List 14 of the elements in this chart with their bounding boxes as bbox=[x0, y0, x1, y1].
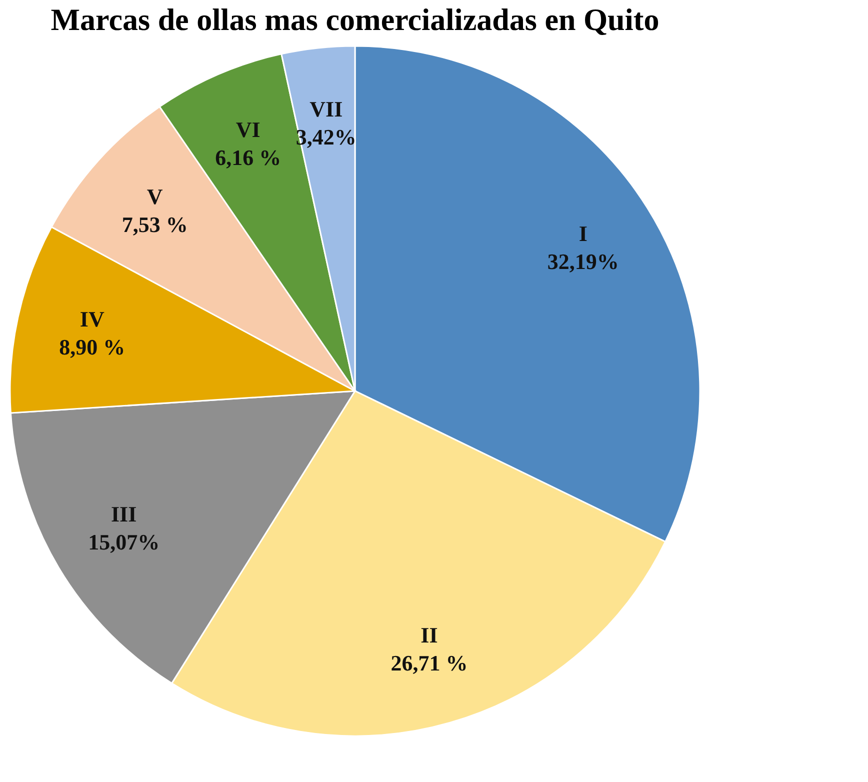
slice-label: V bbox=[146, 184, 163, 210]
slice-label: VI bbox=[236, 117, 260, 142]
data-label: 26,71 % bbox=[390, 650, 468, 676]
data-label: 15,07% bbox=[88, 530, 160, 555]
slice-label: II bbox=[420, 622, 438, 648]
data-label: 8,90 % bbox=[59, 334, 126, 360]
chart-title: Marcas de ollas mas comercializadas en Quito bbox=[50, 2, 660, 37]
slice-label: VII bbox=[310, 96, 343, 122]
slice-label: IV bbox=[80, 306, 104, 332]
data-label: 6,16 % bbox=[215, 145, 282, 170]
slice-label: III bbox=[110, 502, 137, 527]
slice-label: I bbox=[578, 221, 588, 246]
data-label: 32,19% bbox=[547, 249, 619, 274]
data-label: 7,53 % bbox=[122, 212, 188, 238]
